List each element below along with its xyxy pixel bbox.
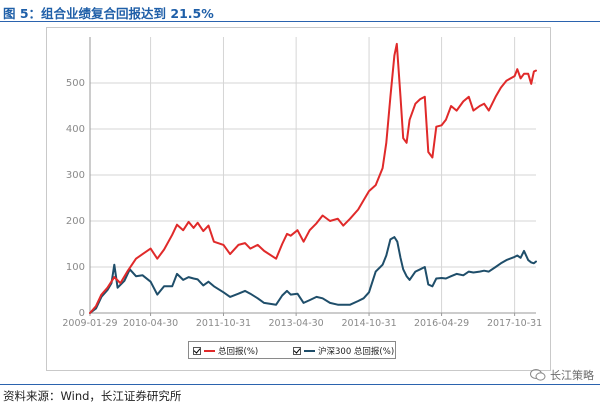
y-tick-label-0: 0 <box>79 308 85 319</box>
y-tick-label-200: 200 <box>66 216 85 227</box>
y-tick-label-300: 300 <box>66 170 85 181</box>
legend-label-total-return: 总回报(%) <box>218 347 259 357</box>
figure-title: 图 5：组合业绩复合回报达到 21.5% <box>3 6 214 21</box>
x-tick-label-3: 2013-04-30 <box>269 318 324 329</box>
y-tick-label-500: 500 <box>66 78 85 89</box>
x-tick-label-2: 2011-10-31 <box>196 318 251 329</box>
legend-swatch-total-return <box>204 350 215 352</box>
source-rule <box>0 384 600 385</box>
series-line-hs300-total-return <box>89 236 537 314</box>
legend-item-hs300-total-return[interactable]: 沪深300 总回报(%) <box>293 345 394 357</box>
source-note: 资料来源：Wind，长江证券研究所 <box>3 389 182 403</box>
chart-legend: 总回报(%) 沪深300 总回报(%) <box>188 341 396 359</box>
x-tick-label-0: 2009-01-29 <box>62 318 117 329</box>
x-tick-label-5: 2016-04-29 <box>414 318 469 329</box>
legend-checkbox-total-return[interactable] <box>193 347 201 355</box>
wechat-logo-icon <box>530 369 546 381</box>
series-line-total-return <box>89 42 537 314</box>
watermark: 长江策略 <box>530 367 594 383</box>
chart-frame <box>46 27 551 371</box>
legend-item-total-return[interactable]: 总回报(%) <box>193 345 258 357</box>
watermark-text: 长江策略 <box>550 369 594 382</box>
y-tick-label-400: 400 <box>66 124 85 135</box>
x-tick-label-6: 2017-10-31 <box>487 318 542 329</box>
x-tick-label-1: 2010-04-30 <box>123 318 178 329</box>
legend-label-hs300-total-return: 沪深300 总回报(%) <box>318 347 395 357</box>
title-rule <box>0 21 600 22</box>
legend-swatch-hs300-total-return <box>304 350 315 352</box>
legend-checkbox-hs300-total-return[interactable] <box>293 347 301 355</box>
x-tick-label-4: 2014-10-31 <box>341 318 396 329</box>
y-tick-label-100: 100 <box>66 262 85 273</box>
